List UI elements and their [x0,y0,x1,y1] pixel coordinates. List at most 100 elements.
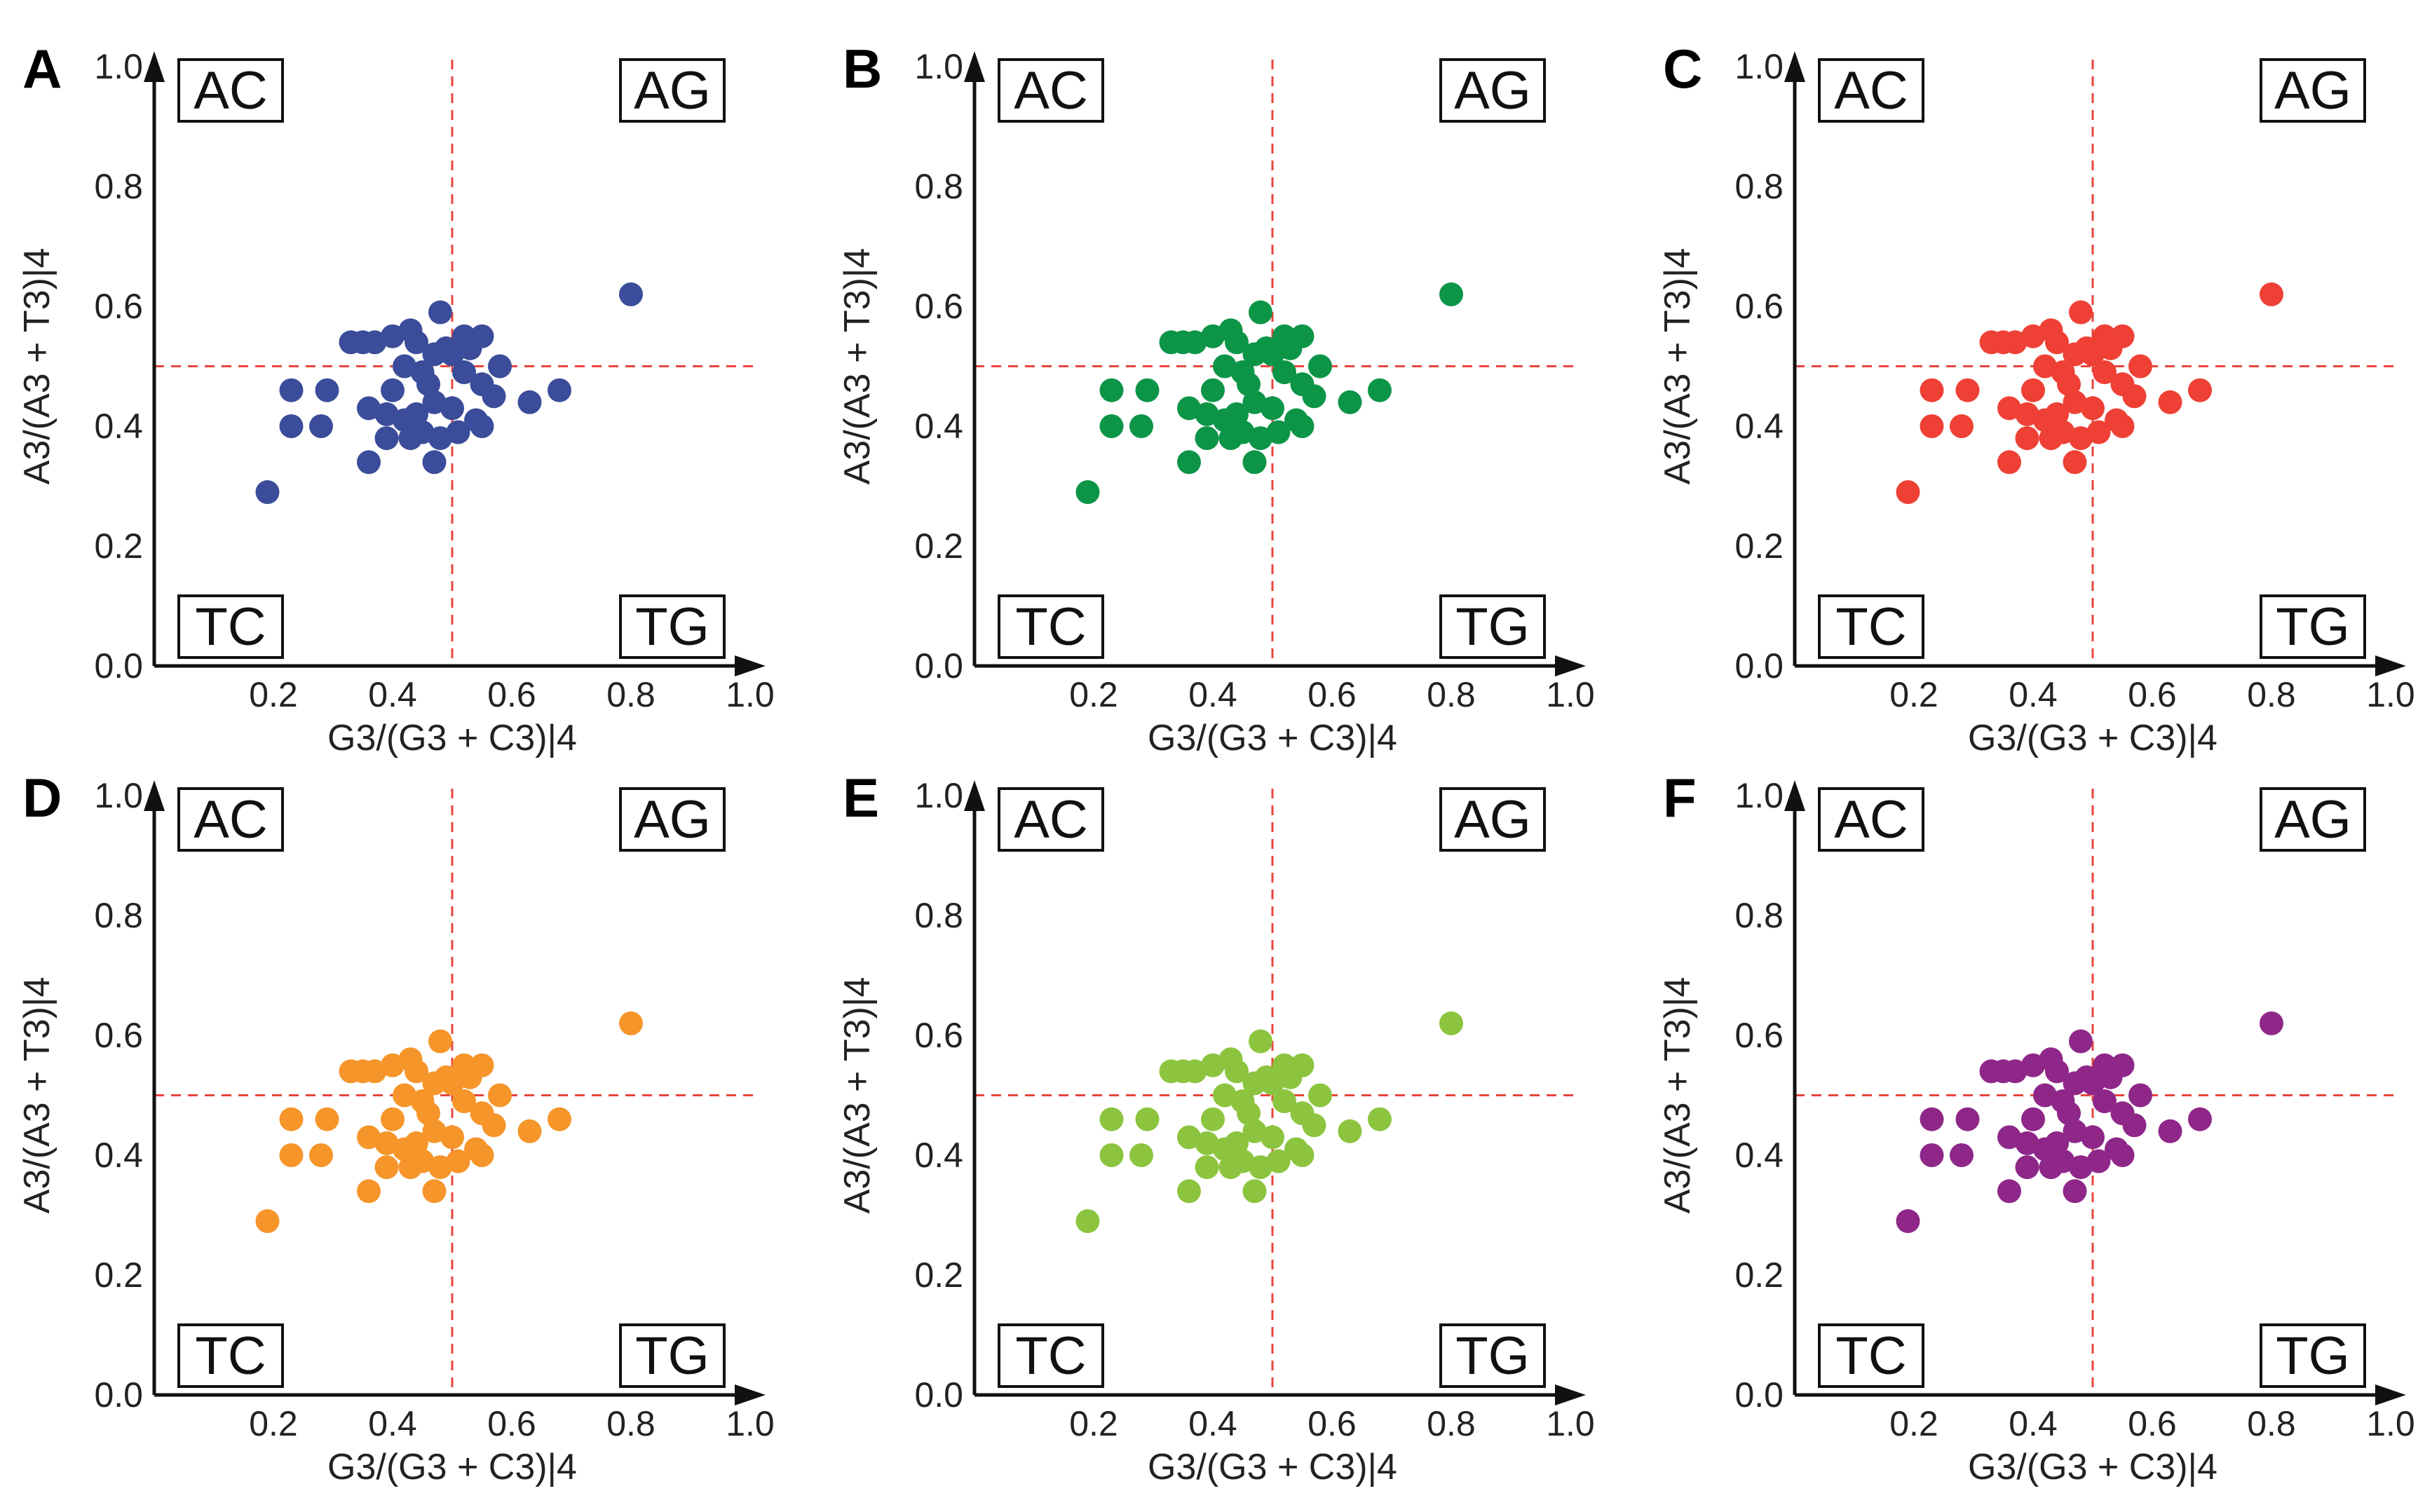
quadrant-label-bottom-right: TG [1439,594,1546,659]
data-point [1308,1083,1332,1108]
data-point [405,330,428,355]
y-tick-label: 0.8 [94,167,143,206]
quadrant-label-top-left: AC [998,787,1104,852]
data-point [1368,1107,1392,1131]
y-tick-label: 0.8 [914,167,963,206]
y-tick-label: 0.0 [94,1375,143,1415]
data-point [2039,1155,2063,1180]
data-point [2063,1119,2087,1143]
data-point [1896,1209,1920,1234]
data-point [440,1071,464,1096]
panel-letter: C [1663,38,1702,100]
data-point [1230,360,1255,385]
data-point [1439,1011,1463,1035]
data-point [381,324,405,348]
y-tick-label: 0.0 [94,646,143,686]
data-point [1075,480,1100,505]
y-tick-label: 1.0 [1734,776,1784,815]
quadrant-text: TC [1015,1326,1086,1386]
data-point [2015,426,2039,451]
data-point [1195,402,1219,426]
data-point [2021,1053,2045,1077]
panel-e: E 0.2 0.4 0.6 0.8 1.0 0.0 0.2 0.4 0.6 0.8 1.0 G3/(G3… [837,767,1595,1487]
data-point [1099,414,1124,438]
x-tick-label: 0.6 [1307,675,1357,714]
data-point [381,1053,405,1077]
data-point [1261,1125,1284,1150]
data-point [2110,414,2135,438]
data-point [1997,450,2021,475]
y-tick-label: 0.6 [94,1016,143,1055]
data-point [2021,378,2045,402]
data-point [1955,1107,1980,1131]
x-axis-arrow-icon [2375,655,2406,676]
x-tick-label: 0.4 [368,675,417,714]
data-point [446,1149,470,1173]
x-tick-label: 0.4 [368,1404,417,1443]
y-tick-label: 0.2 [1734,1255,1784,1295]
quadrant-text: AC [1014,790,1088,850]
quadrant-text: AC [193,790,268,850]
y-axis-arrow-icon [964,51,985,82]
data-point [482,1113,506,1138]
data-point [2039,426,2063,451]
data-point [405,1059,428,1084]
data-point [1290,414,1315,438]
data-point [2081,1125,2105,1150]
quadrant-text: AG [2274,790,2351,850]
quadrant-text: AC [1834,790,1908,850]
data-point [470,1053,494,1077]
data-point [488,1083,512,1108]
data-point [2015,402,2039,426]
data-point [374,426,399,451]
data-point [279,378,304,402]
quadrant-text: TG [635,597,709,657]
data-point [357,396,381,421]
x-tick-label: 1.0 [2366,675,2415,714]
data-point [2086,1149,2111,1173]
data-point [1201,378,1225,402]
quadrant-text: TG [1455,597,1530,657]
quadrant-label-top-left: AC [1818,787,1924,852]
y-axis-label: A3/(A3 + T3)|4 [1657,977,1698,1214]
data-point [619,1011,643,1035]
data-point [2260,282,2283,306]
x-tick-label: 0.2 [1889,1404,1938,1443]
data-point [2045,1059,2069,1084]
y-tick-label: 1.0 [94,47,143,86]
data-point [1242,390,1267,414]
quadrant-text: TG [2276,1326,2350,1386]
x-tick-label: 0.8 [606,675,656,714]
data-point [255,480,280,505]
x-axis-label: G3/(G3 + C3)|4 [1148,1447,1397,1487]
data-point [1261,1071,1284,1096]
data-point [1920,378,1944,402]
data-point [2003,1059,2027,1084]
data-point [440,396,464,421]
data-point [357,1125,381,1150]
y-axis-label: A3/(A3 + T3)|4 [17,977,57,1214]
panel-d: D 0.2 0.4 0.6 0.8 1.0 0.0 0.2 0.4 0.6 0.8 1.0 G3/(G3… [17,767,775,1487]
data-point [1249,300,1272,325]
data-point [374,1155,399,1180]
data-point [1242,1119,1267,1143]
data-point [357,450,381,475]
data-point [1368,378,1392,402]
data-point [470,414,494,438]
data-point [2033,354,2057,379]
x-axis-arrow-icon [2375,1384,2406,1405]
y-tick-label: 0.8 [1734,896,1784,935]
x-tick-label: 0.6 [487,675,536,714]
data-point [2188,1107,2212,1131]
x-tick-label: 0.4 [2009,1404,2058,1443]
quadrant-label-top-right: AG [1439,787,1546,852]
data-point [2093,360,2117,385]
data-point [2051,1089,2075,1114]
data-point [1955,378,1980,402]
data-point [1195,1155,1219,1180]
quadrant-label-bottom-right: TG [619,594,726,659]
data-point [1213,354,1237,379]
quadrant-label-top-right: AG [619,58,726,123]
data-point [1129,1143,1153,1167]
quadrant-label-top-right: AG [619,787,726,852]
